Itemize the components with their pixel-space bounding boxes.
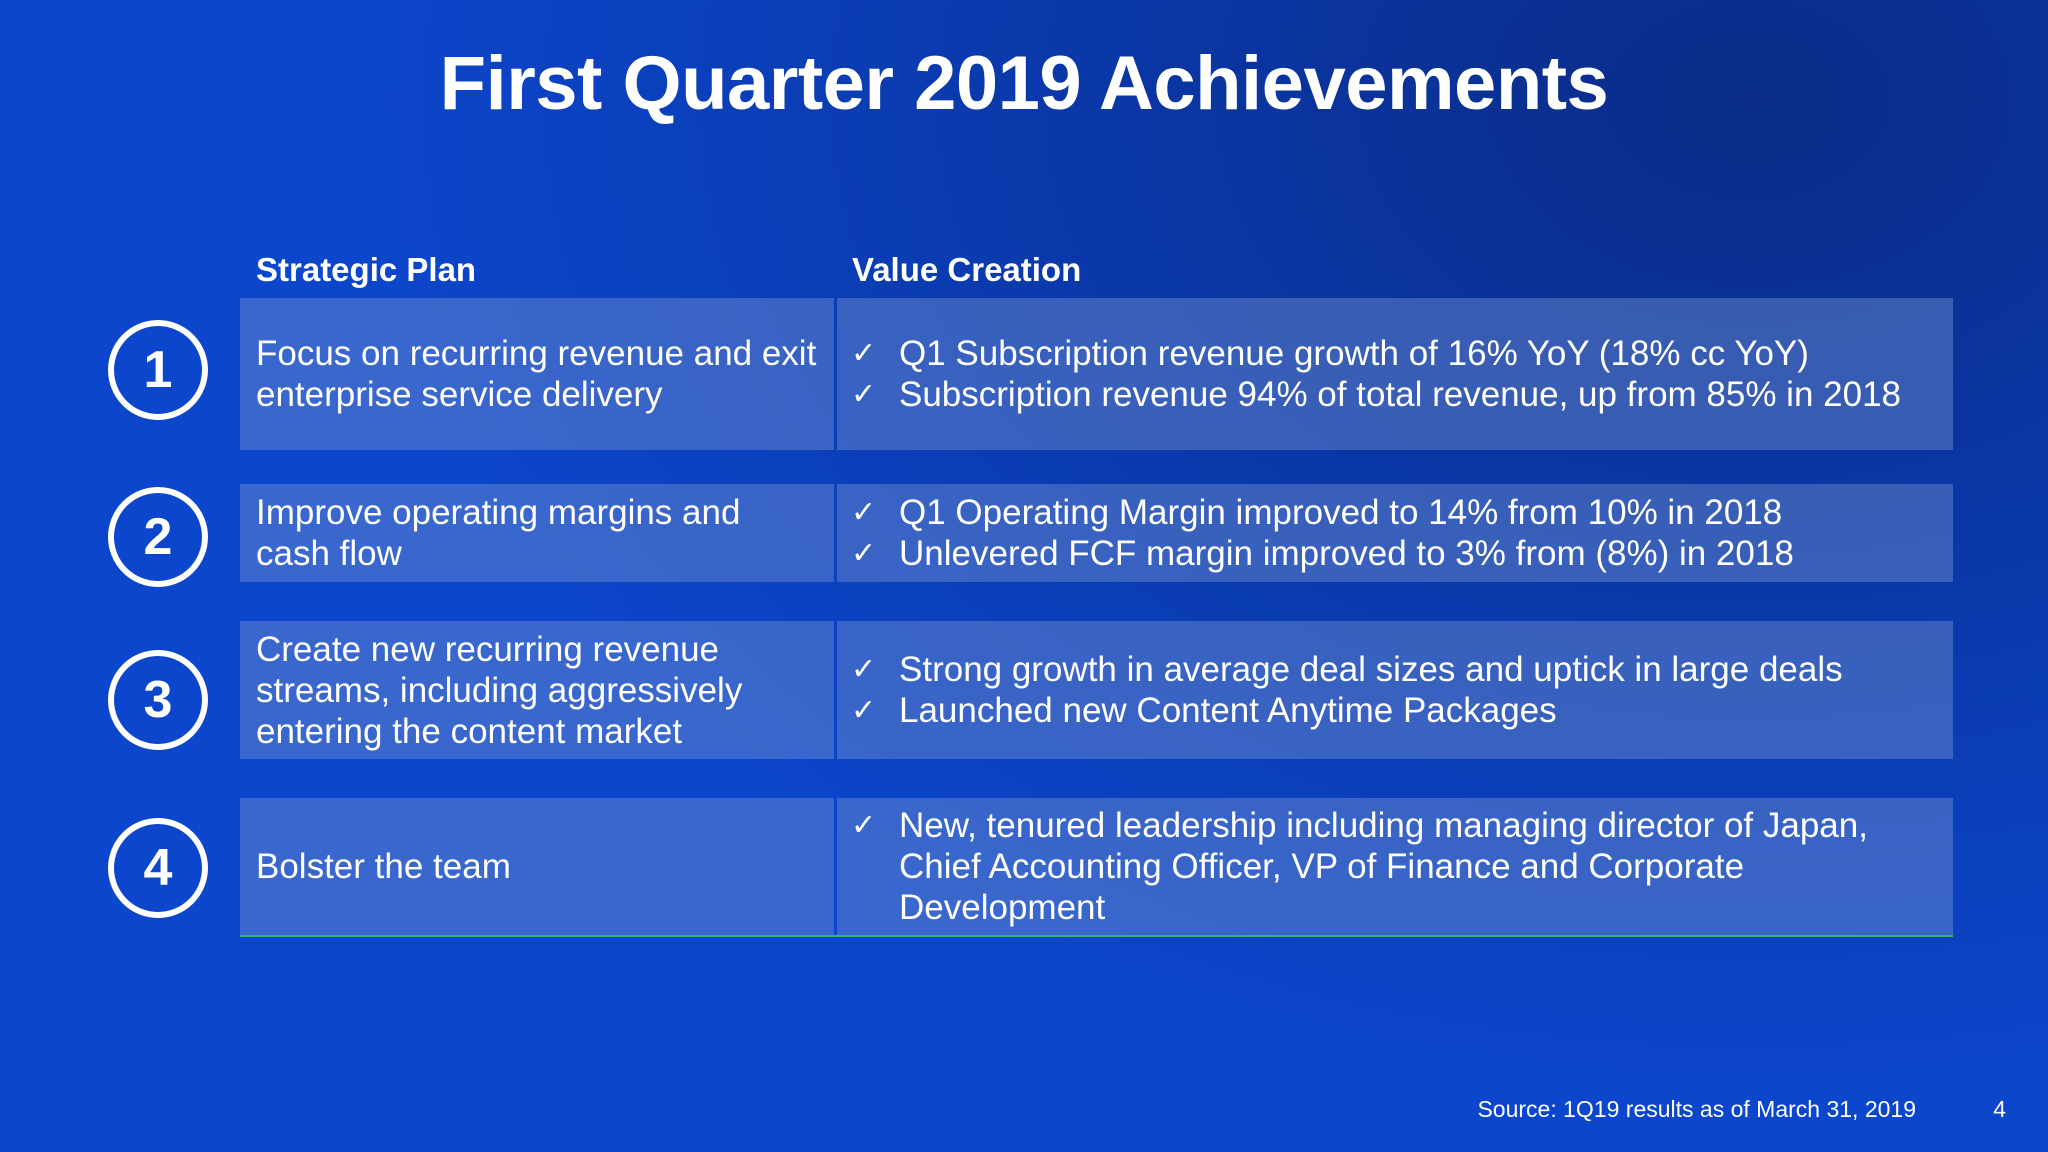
value-bullet: ✓ Subscription revenue 94% of total reve… [851, 374, 1901, 415]
column-header-value-creation: Value Creation [852, 251, 1082, 288]
strategic-plan-cell: Focus on recurring revenue and exit ente… [240, 298, 834, 450]
value-bullet-text: Subscription revenue 94% of total revenu… [899, 375, 1902, 414]
table-bottom-rule [240, 935, 1953, 937]
checkmark-icon: ✓ [851, 536, 877, 571]
value-bullet-list: ✓ Q1 Operating Margin improved to 14% fr… [851, 492, 1794, 574]
source-footnote: Source: 1Q19 results as of March 31, 201… [1477, 1096, 1916, 1122]
value-bullet: ✓ Launched new Content Anytime Packages [851, 690, 1843, 731]
checkmark-icon: ✓ [851, 336, 877, 371]
value-bullet: ✓ Strong growth in average deal sizes an… [851, 649, 1843, 690]
value-bullet-list: ✓ Q1 Subscription revenue growth of 16% … [851, 333, 1901, 415]
value-bullet-text: Unlevered FCF margin improved to 3% from… [899, 534, 1794, 573]
value-bullet-text: Q1 Operating Margin improved to 14% from… [899, 493, 1783, 532]
page-number: 4 [1993, 1096, 2006, 1122]
number-badge: 3 [108, 650, 208, 750]
strategic-plan-cell: Bolster the team [240, 798, 834, 935]
value-bullet-text: Launched new Content Anytime Packages [899, 691, 1557, 730]
checkmark-icon: ✓ [851, 377, 877, 412]
strategic-plan-text: Improve operating margins and cash flow [256, 493, 741, 573]
value-bullet-text: Strong growth in average deal sizes and … [899, 650, 1843, 689]
value-bullet-text: New, tenured leadership including managi… [899, 806, 1868, 927]
strategic-plan-cell: Create new recurring revenue streams, in… [240, 621, 834, 759]
checkmark-icon: ✓ [851, 808, 877, 843]
column-header-strategic-plan: Strategic Plan [256, 251, 477, 288]
value-bullet-text: Q1 Subscription revenue growth of 16% Yo… [899, 334, 1809, 373]
checkmark-icon: ✓ [851, 495, 877, 530]
value-bullet: ✓ New, tenured leadership including mana… [851, 805, 1943, 928]
strategic-plan-text: Focus on recurring revenue and exit ente… [256, 334, 817, 414]
number-badge: 1 [108, 320, 208, 420]
number-badge: 2 [108, 487, 208, 587]
value-bullet-list: ✓ Strong growth in average deal sizes an… [851, 649, 1843, 731]
checkmark-icon: ✓ [851, 652, 877, 687]
value-bullet: ✓ Unlevered FCF margin improved to 3% fr… [851, 533, 1794, 574]
value-bullet: ✓ Q1 Subscription revenue growth of 16% … [851, 333, 1901, 374]
value-bullet: ✓ Q1 Operating Margin improved to 14% fr… [851, 492, 1794, 533]
strategic-plan-cell: Improve operating margins and cash flow [240, 484, 834, 582]
value-creation-cell: ✓ Q1 Operating Margin improved to 14% fr… [837, 484, 1953, 582]
strategic-plan-text: Bolster the team [256, 847, 511, 886]
value-creation-cell: ✓ New, tenured leadership including mana… [837, 798, 1953, 935]
slide-title: First Quarter 2019 Achievements [439, 41, 1609, 126]
value-creation-cell: ✓ Q1 Subscription revenue growth of 16% … [837, 298, 1953, 450]
number-badge: 4 [108, 818, 208, 918]
value-creation-cell: ✓ Strong growth in average deal sizes an… [837, 621, 1953, 759]
value-bullet-list: ✓ New, tenured leadership including mana… [851, 805, 1943, 928]
checkmark-icon: ✓ [851, 693, 877, 728]
strategic-plan-text: Create new recurring revenue streams, in… [256, 629, 743, 751]
